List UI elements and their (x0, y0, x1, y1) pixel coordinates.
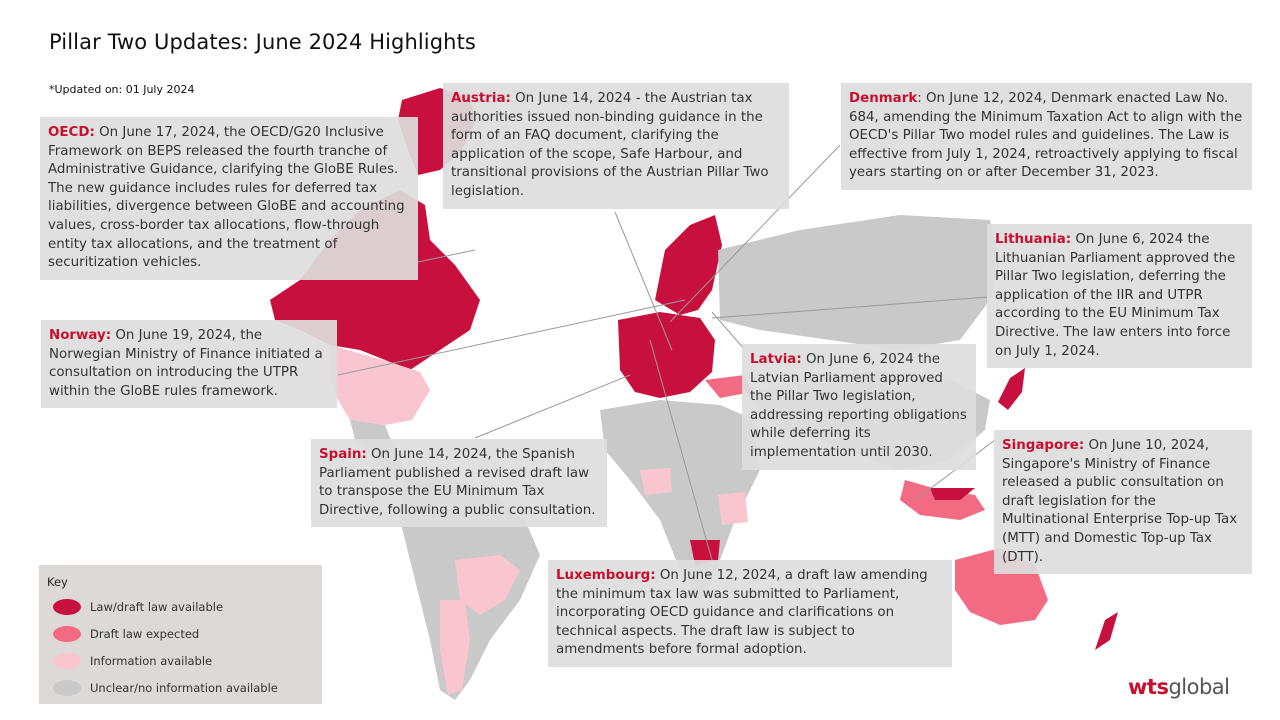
oecd-callout: OECD: On June 17, 2024, the OECD/G20 Inc… (40, 117, 418, 280)
lithuania-heading: Lithuania: (995, 232, 1072, 247)
map-scandinavia (655, 215, 722, 315)
page-title: Pillar Two Updates: June 2024 Highlights (49, 30, 476, 54)
lithuania-text: On June 6, 2024 the Lithuanian Parliamen… (995, 232, 1236, 359)
leader-line-norway (337, 299, 686, 376)
legend-label-information: Information available (90, 654, 213, 668)
leader-line-luxembourg (649, 339, 713, 561)
austria-heading: Austria: (451, 91, 511, 106)
leader-line-lithuania (711, 296, 989, 319)
updated-date: *Updated on: 01 July 2024 (49, 83, 195, 96)
leader-line-latvia (711, 311, 746, 351)
map-turkey (705, 375, 752, 398)
spain-text: On June 14, 2024, the Spanish Parliament… (319, 447, 596, 518)
leader-line-oecd (417, 249, 476, 263)
singapore-callout: Singapore: On June 10, 2024, Singapore's… (994, 430, 1252, 575)
legend-title: Key (47, 575, 68, 589)
map-legend: Key Law/draft law available Draft law ex… (39, 565, 322, 704)
map-brazil-info (455, 555, 520, 615)
norway-heading: Norway: (49, 328, 112, 343)
legend-swatch-law (53, 599, 81, 615)
legend-swatch-draft-expected (53, 626, 81, 642)
map-new-zealand (1095, 612, 1118, 650)
singapore-text: On June 10, 2024, Singapore's Ministry o… (1002, 438, 1238, 565)
leader-line-spain (474, 374, 631, 439)
denmark-heading: Denmark (849, 91, 918, 106)
map-africa (600, 400, 760, 600)
norway-callout: Norway: On June 19, 2024, the Norwegian … (41, 320, 337, 409)
denmark-text: : On June 12, 2024, Denmark enacted Law … (849, 91, 1243, 181)
luxembourg-text: On June 12, 2024, a draft law amending t… (556, 568, 928, 658)
luxembourg-heading: Luxembourg: (556, 568, 656, 583)
logo-wts-text: wts (1128, 675, 1169, 699)
map-south-africa (690, 540, 720, 565)
oecd-text: On June 17, 2024, the OECD/G20 Inclusive… (48, 125, 405, 271)
legend-label-law: Law/draft law available (90, 600, 224, 614)
legend-item-information: Information available (53, 651, 313, 671)
map-europe (618, 312, 715, 398)
austria-text: On June 14, 2024 - the Austrian tax auth… (451, 91, 769, 199)
norway-text: On June 19, 2024, the Norwegian Ministry… (49, 328, 323, 399)
legend-item-draft-expected: Draft law expected (53, 624, 313, 644)
logo-global-text: global (1168, 675, 1230, 699)
leader-line-austria (614, 211, 673, 351)
latvia-callout: Latvia: On June 6, 2024 the Latvian Parl… (742, 344, 976, 470)
latvia-heading: Latvia: (750, 352, 802, 367)
latvia-text: On June 6, 2024 the Latvian Parliament a… (750, 352, 967, 460)
spain-callout: Spain: On June 14, 2024, the Spanish Par… (311, 439, 607, 528)
legend-swatch-information (53, 653, 81, 669)
map-russia (718, 215, 1000, 350)
denmark-callout: Denmark: On June 12, 2024, Denmark enact… (841, 83, 1252, 190)
leader-line-singapore (914, 439, 996, 501)
map-usa (330, 345, 430, 425)
leader-line-denmark (669, 144, 841, 323)
spain-heading: Spain: (319, 447, 367, 462)
legend-item-unclear: Unclear/no information available (53, 678, 313, 698)
map-japan (998, 368, 1025, 410)
singapore-heading: Singapore: (1002, 438, 1085, 453)
map-malaysia (930, 488, 975, 500)
map-argentina (440, 600, 470, 695)
legend-label-unclear: Unclear/no information available (90, 681, 278, 695)
lithuania-callout: Lithuania: On June 6, 2024 the Lithuania… (987, 224, 1252, 369)
legend-item-law: Law/draft law available (53, 597, 313, 617)
legend-label-draft-expected: Draft law expected (90, 627, 200, 641)
oecd-heading: OECD: (48, 125, 95, 140)
map-africa-info-2 (718, 492, 748, 525)
luxembourg-callout: Luxembourg: On June 12, 2024, a draft la… (548, 560, 952, 667)
map-africa-info-1 (640, 468, 672, 495)
austria-callout: Austria: On June 14, 2024 - the Austrian… (443, 83, 789, 209)
wts-global-logo: wtsglobal (1128, 675, 1230, 699)
legend-swatch-unclear (53, 680, 81, 696)
